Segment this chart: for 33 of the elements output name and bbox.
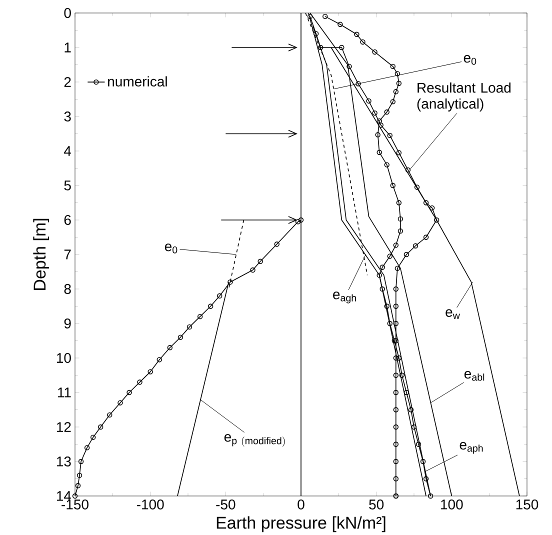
x-tick-label: 0 (298, 500, 304, 510)
x-tick-label: 50 (369, 500, 384, 510)
y-axis-title: Depth [m] (33, 218, 50, 290)
x-tick-label: -150 (62, 500, 88, 510)
y-tick-label: 3 (64, 112, 71, 122)
x-tick-label: 150 (516, 500, 538, 510)
y-tick-label: 2 (64, 77, 71, 87)
y-tick-label: 14 (56, 491, 72, 501)
y-tick-label: 10 (56, 353, 71, 363)
y-tick-label: 7 (64, 250, 71, 260)
x-tick-label: 100 (441, 500, 463, 510)
x-tick-label: -100 (136, 500, 164, 510)
annotation: e$_{0}$ (164, 244, 178, 254)
legend-label: numerical (108, 76, 167, 87)
annotation: e$_{w}$ (446, 309, 460, 319)
y-tick-label: 4 (64, 146, 72, 156)
y-tick-label: 8 (64, 284, 71, 294)
y-tick-label: 12 (56, 422, 71, 432)
annotation: e$_{aph}$ (460, 442, 483, 454)
annotation: e$_{abl}$ (464, 370, 484, 381)
y-tick-label: 6 (64, 215, 71, 225)
y-tick-label: 9 (64, 318, 71, 328)
annotation: e$_{0}$ (464, 54, 476, 65)
annotation: Resultant Load (analytical) (417, 82, 511, 112)
y-tick-label: 1 (64, 42, 71, 52)
y-tick-label: 5 (64, 180, 71, 190)
annotation: $\mathrm{e}_{\mathrm{p\ (modified)}}$ (224, 434, 285, 447)
x-tick-label: -50 (216, 500, 236, 510)
y-tick-label: 11 (58, 388, 71, 398)
x-axis-title: Earth pressure [kN/m²] (216, 516, 386, 532)
annotation: e$_{agh}$ (333, 292, 356, 304)
y-tick-label: 13 (56, 456, 71, 466)
y-tick-label: 0 (64, 8, 71, 18)
